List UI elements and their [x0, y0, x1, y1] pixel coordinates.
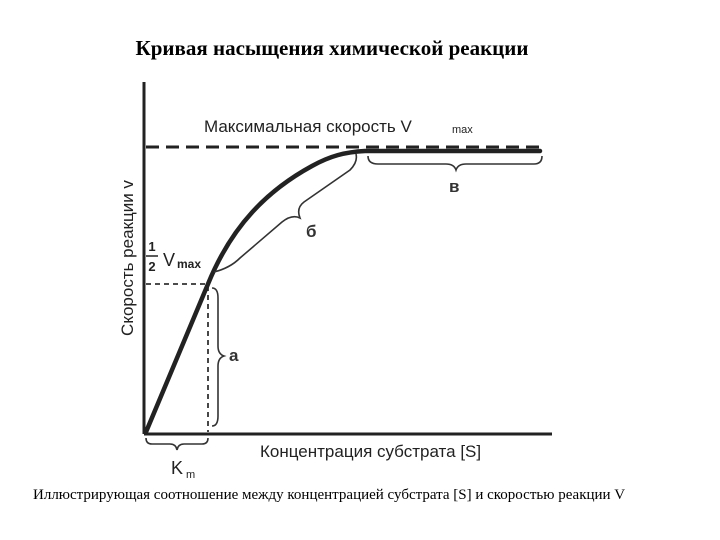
x-axis-label: Концентрация субстрата [S] [260, 442, 481, 461]
region-a-label: а [229, 346, 239, 365]
page-title: Кривая насыщения химической реакции [135, 36, 529, 60]
region-c-label: в [449, 177, 459, 196]
km-subscript: m [186, 469, 195, 481]
brace-a [211, 287, 227, 427]
half-fraction-numerator: 1 [148, 239, 155, 254]
region-b-label: б [306, 222, 317, 241]
half-fraction-denominator: 2 [148, 259, 155, 274]
y-axis-label: Скорость реакции v [118, 180, 137, 336]
half-vmax-v-label: V [163, 250, 175, 270]
brace-km [145, 437, 209, 451]
vmax-label: Максимальная скорость V [204, 117, 412, 136]
saturation-curve [143, 148, 543, 435]
km-label: K [171, 458, 183, 478]
figure-caption: Иллюстрирующая соотношение между концент… [33, 487, 626, 503]
brace-b [213, 153, 358, 273]
vmax-subscript: max [452, 124, 473, 136]
brace-c [367, 155, 543, 173]
half-vmax-subscript: max [177, 257, 201, 271]
